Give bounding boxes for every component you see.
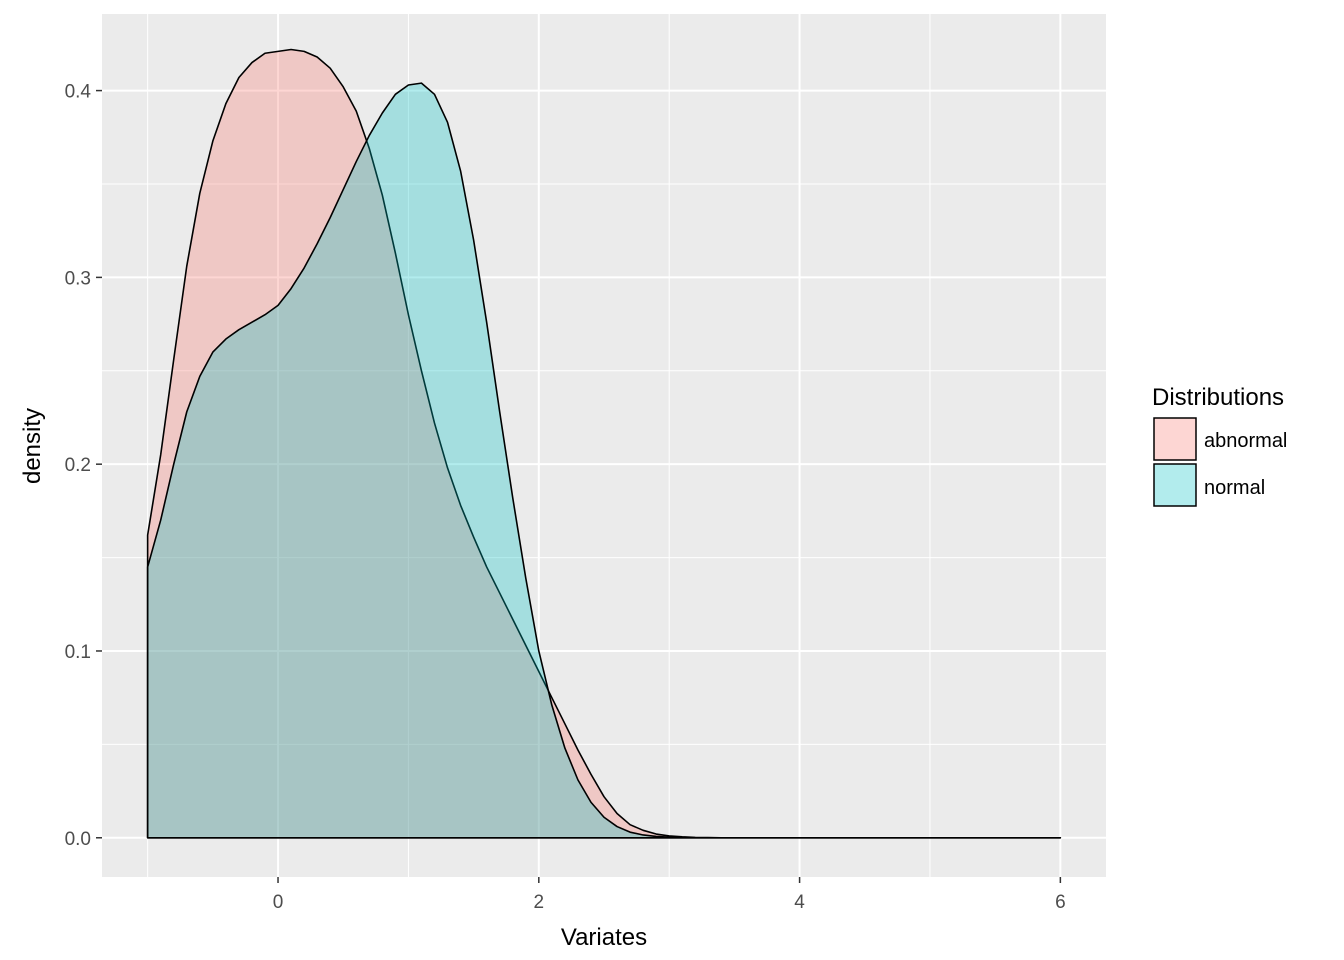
x-tick-label: 0 — [273, 892, 284, 913]
legend-key-abnormal — [1153, 417, 1197, 461]
x-tick-label: 6 — [1055, 892, 1066, 913]
legend-item-abnormal: abnormal — [1153, 417, 1287, 461]
legend-item-normal: normal — [1153, 463, 1265, 507]
y-axis-title: density — [19, 408, 46, 484]
legend-label-abnormal: abnormal — [1204, 430, 1287, 452]
y-tick-label: 0.3 — [65, 268, 91, 289]
legend-key-normal — [1153, 463, 1197, 507]
x-tick-label: 4 — [794, 892, 805, 913]
x-tick-label: 2 — [534, 892, 545, 913]
y-tick-label: 0.4 — [65, 82, 92, 103]
y-tick-label: 0.1 — [65, 642, 91, 663]
legend-label-normal: normal — [1204, 477, 1265, 499]
y-tick-label: 0.2 — [65, 455, 91, 476]
y-tick-label: 0.0 — [65, 829, 91, 850]
density-areas — [146, 48, 1062, 839]
axis-ticks: 0 2 4 6 0.0 0.1 0.2 0.3 0.4 — [65, 82, 1066, 913]
x-axis-title: Variates — [561, 924, 647, 951]
legend: Distributions abnormal normal — [1152, 384, 1287, 507]
density-area-normal — [146, 82, 1062, 839]
grid-lines — [102, 14, 1106, 877]
legend-title: Distributions — [1152, 384, 1284, 411]
plot-background — [102, 14, 1106, 877]
